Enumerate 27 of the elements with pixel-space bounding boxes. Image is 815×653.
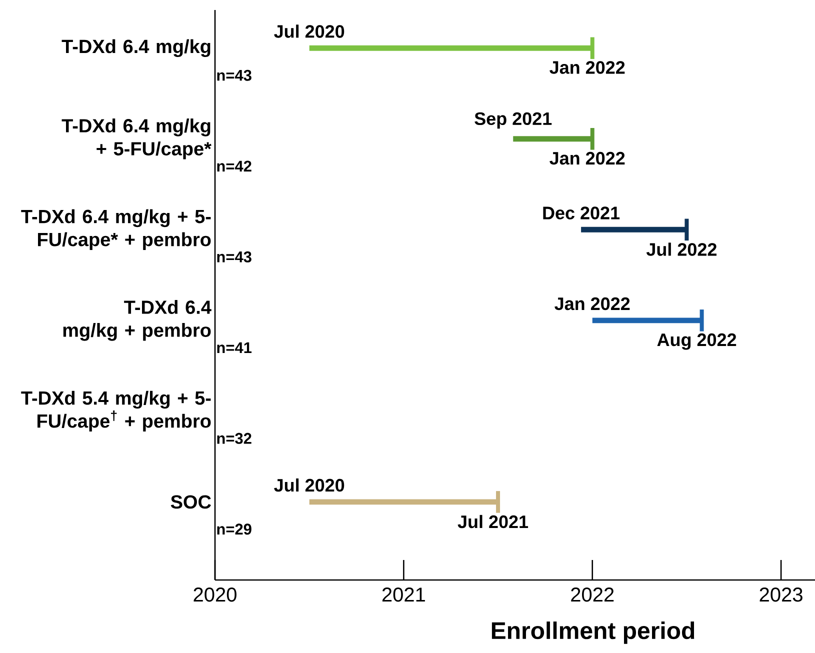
annotation: n=43 [217,70,252,81]
y-tick-label: T-DXd 6.4 mg/kg [62,39,210,58]
y-tick-label: T-DXd 6.4 mg/kg + pembro [63,300,212,341]
annotation: Jul 2020 [274,24,344,38]
x-axis-title: Enrollment period [492,622,694,644]
x-tick-label: 2021 [382,588,425,602]
annotation: n=42 [217,160,252,172]
annotation: n=41 [217,342,252,353]
annotation: Jan 2022 [550,152,625,165]
annotation: Jul 2020 [274,478,344,492]
y-tick-label: SOC [170,495,211,509]
annotation: Jan 2022 [554,297,630,310]
x-tick-label: 2022 [571,588,614,602]
annotation: Jul 2022 [646,242,716,256]
annotation: Aug 2022 [657,333,736,350]
annotation: Jan 2022 [550,61,625,74]
annotation: Dec 2021 [543,206,620,220]
x-tick-label: 2020 [194,588,236,602]
annotation: n=32 [217,432,252,444]
y-tick-label: T-DXd 6.4 mg/kg + 5-FU/cape* [62,118,212,160]
annotation: Sep 2021 [474,112,552,129]
y-tick-label: T-DXd 5.4 mg/kg + 5-FU/cape$^{†}$ + pembro [21,390,211,432]
x-tick-label: 2023 [760,588,802,602]
annotation: n=29 [217,524,252,535]
y-tick-label: T-DXd 6.4 mg/kg + 5-FU/cape* + pembro [21,209,211,250]
annotation: Jul 2021 [458,514,528,528]
annotation: n=43 [217,251,252,262]
